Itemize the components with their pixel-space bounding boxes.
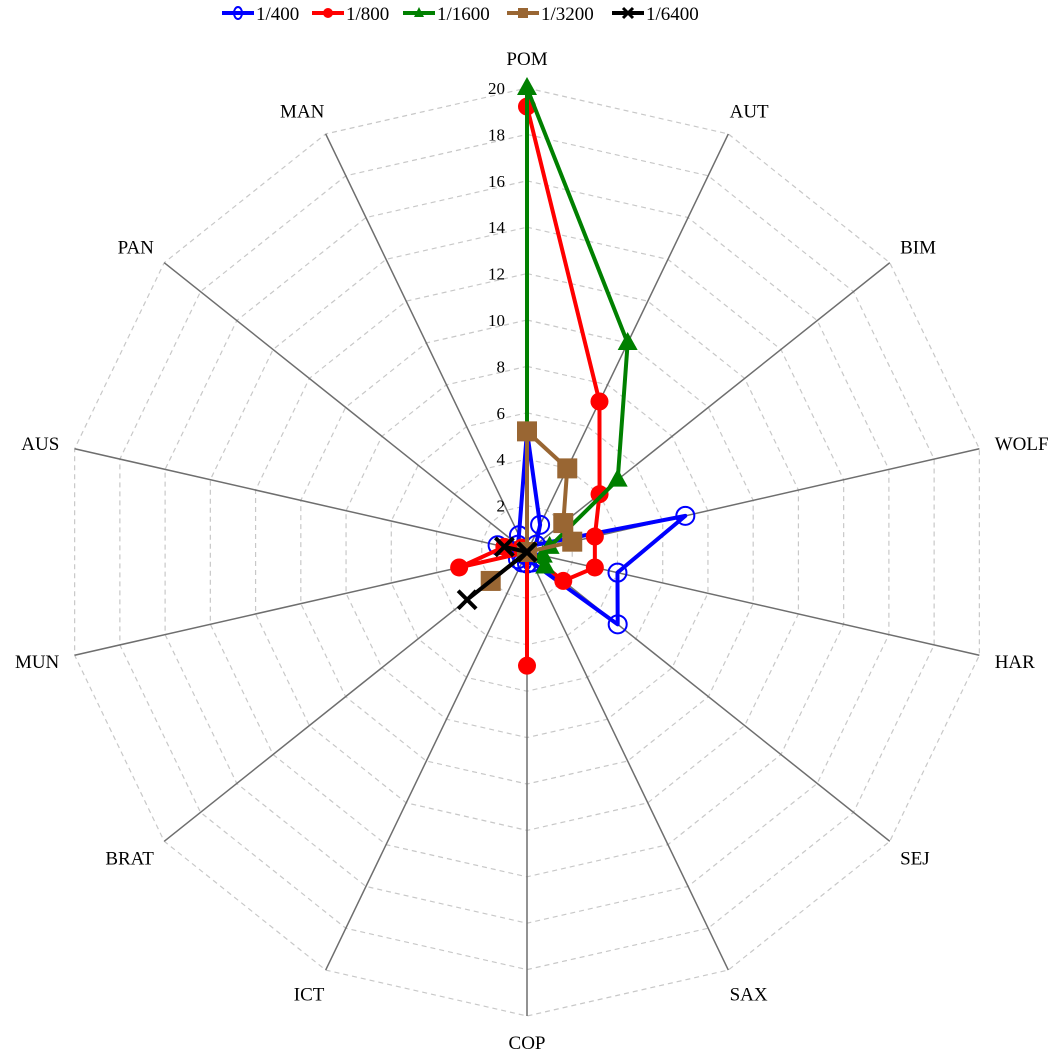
category-label-man: MAN	[280, 102, 325, 123]
series	[450, 77, 696, 675]
legend-label: 1/800	[346, 4, 389, 25]
category-label-mun: MUN	[15, 652, 60, 673]
data-point-sej	[607, 614, 628, 635]
axis-line-sax	[526, 551, 729, 971]
data-point-man	[516, 541, 538, 563]
tick-label: 8	[497, 357, 506, 376]
axis-line-pan	[163, 262, 528, 553]
legend-marker	[233, 6, 243, 20]
data-point-brat	[456, 589, 478, 611]
legend-label: 1/400	[256, 4, 299, 25]
category-label-ict: ICT	[294, 984, 325, 1005]
category-label-har: HAR	[995, 652, 1035, 673]
tick-label: 10	[488, 311, 505, 330]
category-label-bim: BIM	[900, 237, 936, 258]
data-point-har	[585, 558, 604, 577]
legend-item-1-800: 1/800	[312, 4, 389, 25]
data-point-bim	[553, 513, 574, 534]
legend-label: 1/1600	[437, 4, 490, 25]
axis-line-bim	[526, 262, 891, 553]
tick-label: 14	[488, 218, 506, 237]
data-point-har	[607, 562, 628, 583]
data-point-bim	[590, 485, 609, 504]
data-point-bim	[607, 468, 628, 487]
tick-label: 4	[497, 450, 506, 469]
data-point-aut	[557, 458, 578, 479]
legend-item-1-3200: 1/3200	[507, 4, 594, 25]
tick-labels: 2 4 6 8 10 12 14 16 18 20	[488, 79, 506, 516]
category-label-wolf: WOLF	[995, 434, 1049, 455]
category-label-aut: AUT	[730, 102, 769, 123]
legend: 1/400 1/800 1/1600 1/3200 1/6400	[222, 4, 699, 25]
data-point-wolf	[562, 531, 583, 552]
data-point-pom	[517, 421, 537, 442]
series-1-800	[450, 97, 609, 675]
legend-label: 1/6400	[646, 4, 699, 25]
axis-line-sej	[526, 551, 891, 842]
tick-label: 2	[497, 497, 506, 516]
legend-marker	[621, 6, 635, 20]
data-point-aut	[617, 331, 638, 350]
grid-ring	[74, 87, 980, 1017]
tick-label: 16	[488, 172, 505, 191]
category-label-sej: SEJ	[900, 849, 930, 870]
data-point-wolf	[585, 527, 604, 546]
legend-marker	[414, 7, 424, 17]
tick-label: 18	[488, 125, 505, 144]
tick-label: 6	[497, 404, 506, 423]
data-point-pom	[517, 77, 537, 95]
data-point-mun	[450, 558, 469, 577]
series-1-400	[487, 421, 696, 635]
tick-label: 20	[488, 79, 505, 98]
data-point-har	[532, 544, 553, 563]
category-label-pan: PAN	[118, 237, 155, 258]
legend-item-1-400: 1/400	[222, 4, 299, 25]
category-label-brat: BRAT	[105, 849, 154, 870]
legend-item-1-1600: 1/1600	[403, 4, 490, 25]
legend-item-1-6400: 1/6400	[612, 4, 699, 25]
axis-line-ict	[325, 551, 528, 971]
axis-line-aus	[74, 448, 528, 553]
category-label-sax: SAX	[730, 984, 768, 1005]
data-point-sej	[535, 555, 556, 574]
series-line	[457, 104, 602, 668]
category-label-pom: POM	[506, 49, 547, 70]
data-point-sej	[554, 571, 573, 590]
category-label-aus: AUS	[21, 434, 59, 455]
axis-line-man	[325, 133, 528, 553]
legend-label: 1/3200	[541, 4, 594, 25]
legend-marker	[323, 8, 333, 18]
tick-label: 12	[488, 265, 505, 284]
series-1-6400	[456, 536, 538, 611]
category-labels: POM AUT BIM WOLF HAR SEJ SAX COP ICT BRAT MUN AUS PA…	[15, 49, 1049, 1054]
legend-marker	[518, 8, 528, 18]
data-point-aut	[530, 514, 551, 535]
data-point-aus	[493, 536, 515, 558]
category-label-cop: COP	[509, 1033, 546, 1054]
data-point-cop	[518, 656, 536, 675]
data-point-wolf	[675, 505, 696, 526]
data-point-aut	[590, 392, 609, 411]
